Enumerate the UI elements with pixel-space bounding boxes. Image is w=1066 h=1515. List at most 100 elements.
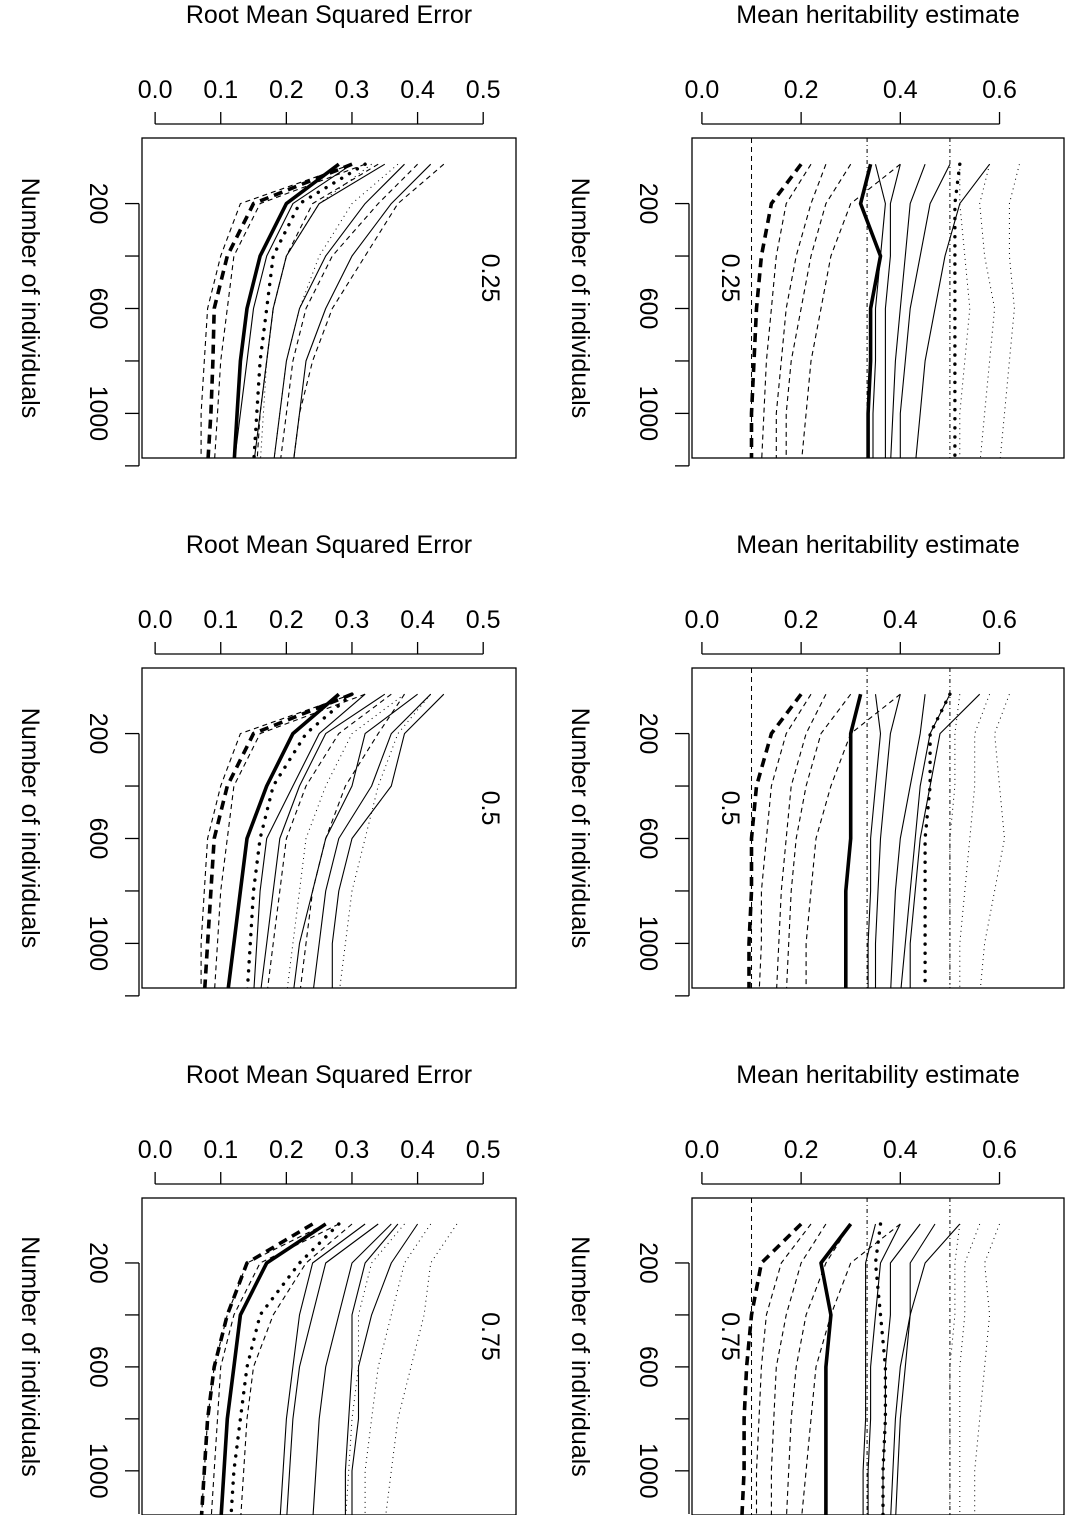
panel-rmse-050: Root Mean Squared Error 0.0 0.1 0.2 0.3 0.4 0.… <box>16 531 517 997</box>
x-tick-label: 0.2 <box>269 606 304 634</box>
series-line-11 <box>345 1223 405 1515</box>
y-axis-label: Number of individuals <box>16 178 44 418</box>
y-axis-label: Number of individuals <box>566 708 594 948</box>
series-line-2 <box>214 693 366 988</box>
series-line-3 <box>199 1222 314 1515</box>
panel-annotation: 0.5 <box>716 791 744 826</box>
x-tick-label: 0.4 <box>400 606 435 634</box>
series-line-1 <box>200 693 353 988</box>
x-tick-label: 0.1 <box>203 76 238 104</box>
x-tick-label: 0.5 <box>466 76 501 104</box>
x-tick-label: 0.1 <box>203 1136 238 1164</box>
x-tick-label: 0.2 <box>784 606 819 634</box>
series-line-7 <box>279 1223 366 1515</box>
panel-rmse-025: Root Mean Squared Error 0.0 0.1 0.2 0.3 0.4 0.… <box>16 1 517 467</box>
series-line-13 <box>949 1223 961 1515</box>
series-line-12 <box>313 693 432 988</box>
series-line-3 <box>202 692 353 988</box>
series-line-4 <box>786 693 852 988</box>
series-line-7 <box>862 1223 877 1515</box>
x-tick-label: 0.6 <box>982 76 1017 104</box>
series-line-6 <box>253 693 366 988</box>
panel-title: Root Mean Squared Error <box>186 531 472 559</box>
series-line-2 <box>758 693 812 988</box>
series-line-11 <box>890 1223 936 1515</box>
x-tick-label: 0.4 <box>883 1136 918 1164</box>
plot-area <box>740 1198 1000 1515</box>
series-line-2 <box>210 1223 340 1515</box>
series-line-11 <box>909 693 981 988</box>
series-line-3 <box>770 1223 827 1515</box>
series-line-11 <box>299 693 405 988</box>
panel-annotation: 0.25 <box>716 254 744 303</box>
plot-area <box>749 138 1020 458</box>
panel-title: Mean heritability estimate <box>736 531 1019 559</box>
y-axis-label: Number of individuals <box>16 1236 44 1476</box>
series-line-5 <box>801 1223 901 1515</box>
y-tick-label: 200 <box>84 1242 112 1284</box>
series-line-8 <box>267 693 392 988</box>
series-line-6 <box>819 1222 853 1515</box>
series-line-10 <box>899 163 951 458</box>
y-tick-label: 600 <box>634 1346 662 1388</box>
series-line-4 <box>785 163 852 458</box>
plot-frame <box>141 137 517 459</box>
series-line-5 <box>805 693 901 988</box>
y-tick-label: 200 <box>84 713 112 755</box>
series-line-14 <box>959 1223 981 1515</box>
y-tick-label: 200 <box>84 183 112 225</box>
y-tick-label: 200 <box>634 183 662 225</box>
panel-h2-075: Mean heritability estimate 0.0 0.2 0.4 0.6 20… <box>566 1061 1065 1515</box>
x-tick-label: 0.5 <box>466 1136 501 1164</box>
series-line-13 <box>331 693 445 988</box>
series-line-13 <box>364 1223 432 1515</box>
series-line-13 <box>273 163 399 458</box>
x-tick-label: 0.3 <box>335 606 370 634</box>
panel-title: Root Mean Squared Error <box>186 1061 472 1089</box>
series-line-9 <box>260 163 372 458</box>
plot-area <box>200 162 445 458</box>
panel-title: Mean heritability estimate <box>736 1 1019 29</box>
x-tick-label: 0.0 <box>685 1136 720 1164</box>
series-line-8 <box>286 1223 379 1515</box>
series-line-2 <box>755 1223 812 1515</box>
y-axis-label: Number of individuals <box>566 178 594 418</box>
x-tick-label: 0.4 <box>400 1136 435 1164</box>
series-line-5 <box>245 692 354 988</box>
y-tick-label: 1000 <box>634 386 662 442</box>
y-tick-label: 200 <box>634 1242 662 1284</box>
series-line-12 <box>351 1223 419 1515</box>
series-line-5 <box>801 163 901 458</box>
x-tick-label: 0.2 <box>784 76 819 104</box>
series-line-7 <box>867 694 882 988</box>
series-line-4 <box>226 692 340 988</box>
plot-frame <box>141 667 517 989</box>
series-line-8 <box>884 164 901 458</box>
series-line-7 <box>872 164 886 458</box>
series-line-4 <box>232 162 340 458</box>
series-line-10 <box>273 163 405 458</box>
series-line-14 <box>385 1223 458 1515</box>
series-line-4 <box>786 1223 852 1515</box>
y-tick-label: 1000 <box>634 916 662 972</box>
series-line-12 <box>293 163 432 458</box>
series-line-7 <box>260 693 386 988</box>
x-tick-label: 0.0 <box>138 76 173 104</box>
series-line-15 <box>974 1223 1000 1515</box>
x-tick-label: 0.4 <box>883 76 918 104</box>
x-tick-label: 0.4 <box>883 606 918 634</box>
series-line-8 <box>256 163 379 458</box>
x-tick-label: 0.2 <box>784 1136 819 1164</box>
x-tick-label: 0.3 <box>335 1136 370 1164</box>
panel-title: Mean heritability estimate <box>736 1061 1019 1089</box>
y-tick-label: 600 <box>634 818 662 860</box>
series-line-14 <box>979 164 996 458</box>
series-line-9 <box>890 164 926 458</box>
series-line-10 <box>293 693 418 988</box>
series-line-6 <box>253 163 386 458</box>
y-tick-label: 600 <box>84 818 112 860</box>
y-tick-label: 1000 <box>84 386 112 442</box>
x-tick-label: 0.0 <box>685 606 720 634</box>
y-tick-label: 200 <box>634 713 662 755</box>
